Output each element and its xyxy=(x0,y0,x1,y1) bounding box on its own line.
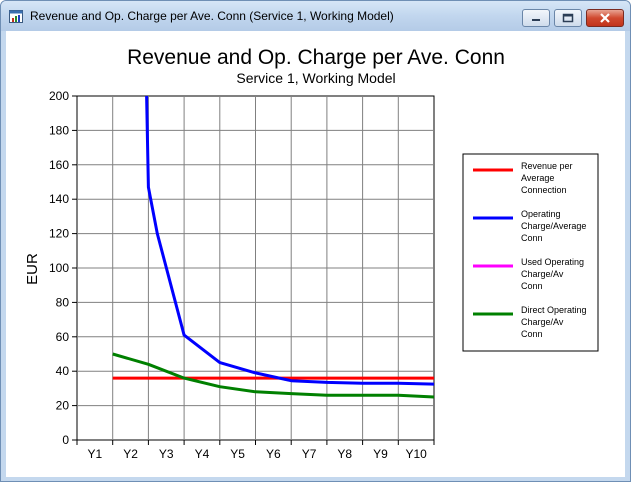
close-icon xyxy=(600,13,610,23)
legend: Revenue per Average Connection Operating Cha… xyxy=(462,153,599,352)
y-tick-label: 160 xyxy=(49,158,69,172)
x-tick-label: Y4 xyxy=(195,447,210,461)
maximize-button[interactable] xyxy=(554,9,582,27)
x-tick-label: Y10 xyxy=(405,447,427,461)
y-axis-ticks: 0 20 40 60 80 100 120 140 160 180 200 xyxy=(49,89,77,447)
y-tick-label: 120 xyxy=(49,227,69,241)
x-tick-label: Y8 xyxy=(337,447,352,461)
y-axis-label: EUR xyxy=(24,253,41,285)
chart-subtitle: Service 1, Working Model xyxy=(236,70,395,86)
x-tick-label: Y6 xyxy=(266,447,281,461)
y-tick-label: 20 xyxy=(56,399,70,413)
x-tick-label: Y2 xyxy=(123,447,138,461)
series-line-4 xyxy=(112,352,435,399)
x-tick-label: Y9 xyxy=(373,447,388,461)
legend-label-3: Used Operating Charge/Av Conn xyxy=(521,257,584,291)
x-tick-label: Y1 xyxy=(88,447,103,461)
y-tick-label: 80 xyxy=(56,295,70,309)
legend-box xyxy=(462,153,599,352)
chart-area: Revenue and Op. Charge per Ave. Conn Ser… xyxy=(6,31,625,477)
x-tick-label: Y7 xyxy=(302,447,317,461)
window-title: Revenue and Op. Charge per Ave. Conn (Se… xyxy=(30,9,394,23)
y-tick-label: 60 xyxy=(56,330,70,344)
maximize-icon xyxy=(562,13,574,23)
chart-title: Revenue and Op. Charge per Ave. Conn xyxy=(127,46,505,69)
x-tick-label: Y5 xyxy=(230,447,245,461)
legend-items: Revenue per Average Connection Operating Cha… xyxy=(473,161,587,339)
x-tick-label: Y3 xyxy=(159,447,174,461)
line-chart: Revenue and Op. Charge per Ave. Conn Ser… xyxy=(24,46,599,461)
y-tick-label: 200 xyxy=(49,89,69,103)
minimize-icon xyxy=(532,19,540,21)
x-axis-ticks: Y1 Y2 Y3 Y4 Y5 Y6 Y7 Y8 Y9 Y10 xyxy=(76,440,435,461)
y-tick-label: 180 xyxy=(49,123,69,137)
legend-label-1: Revenue per Average Connection xyxy=(521,161,573,195)
y-tick-label: 140 xyxy=(49,192,69,206)
chart-app-icon xyxy=(9,10,23,23)
y-tick-label: 40 xyxy=(56,364,70,378)
legend-label-2: Operating Charge/Average Conn xyxy=(521,209,586,243)
minimize-button[interactable] xyxy=(522,9,550,27)
series-lines xyxy=(112,95,435,399)
y-tick-label: 0 xyxy=(62,433,69,447)
close-button[interactable] xyxy=(586,9,624,27)
title-bar[interactable]: Revenue and Op. Charge per Ave. Conn (Se… xyxy=(1,1,630,31)
series-line-2 xyxy=(145,95,435,386)
legend-label-4: Direct Operating Charge/Av Conn xyxy=(521,305,587,339)
grid xyxy=(76,95,435,441)
y-tick-label: 100 xyxy=(49,261,69,275)
